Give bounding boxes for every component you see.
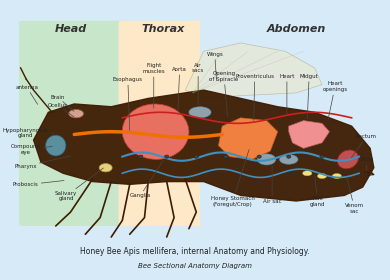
Text: antenna: antenna	[15, 85, 38, 104]
Text: Brain: Brain	[50, 95, 74, 111]
Ellipse shape	[69, 109, 83, 118]
Polygon shape	[289, 121, 330, 148]
Text: Heart: Heart	[279, 74, 294, 115]
Ellipse shape	[257, 155, 261, 158]
Ellipse shape	[332, 174, 342, 179]
Text: Midgut: Midgut	[300, 74, 319, 119]
Ellipse shape	[165, 155, 169, 158]
Polygon shape	[185, 43, 322, 98]
FancyBboxPatch shape	[19, 21, 126, 226]
Text: Honey Bee Apis mellifera, internal Anatomy and Physiology.: Honey Bee Apis mellifera, internal Anato…	[80, 248, 310, 256]
Ellipse shape	[138, 155, 143, 158]
Text: Compound
eye: Compound eye	[11, 144, 52, 155]
Polygon shape	[218, 118, 278, 159]
Ellipse shape	[337, 150, 358, 169]
Text: Air sac: Air sac	[263, 165, 282, 204]
Text: Proboscis: Proboscis	[12, 181, 64, 187]
Text: Aorta: Aorta	[172, 67, 187, 111]
Ellipse shape	[223, 155, 228, 158]
Ellipse shape	[280, 155, 298, 164]
Text: Ganglia: Ganglia	[129, 160, 163, 199]
Polygon shape	[34, 90, 374, 201]
Text: Head: Head	[55, 24, 87, 34]
Ellipse shape	[46, 135, 66, 156]
Text: Wax
gland: Wax gland	[310, 177, 325, 207]
Text: Ocellus: Ocellus	[48, 103, 74, 117]
Text: Pharynx: Pharynx	[14, 156, 71, 169]
Text: Venom
sac: Venom sac	[345, 177, 364, 214]
Ellipse shape	[99, 164, 112, 172]
Ellipse shape	[287, 155, 291, 158]
FancyBboxPatch shape	[119, 21, 207, 226]
FancyBboxPatch shape	[200, 21, 388, 226]
Text: Sting: Sting	[359, 157, 374, 171]
Text: Heart
openings: Heart openings	[323, 81, 347, 119]
Text: Flight
muscles: Flight muscles	[142, 63, 165, 108]
Ellipse shape	[303, 171, 312, 176]
Ellipse shape	[189, 107, 211, 118]
Text: Hypopharyngeal
gland: Hypopharyngeal gland	[3, 128, 54, 139]
Text: Esophagus: Esophagus	[113, 77, 143, 130]
Ellipse shape	[320, 155, 324, 158]
Text: Thorax: Thorax	[142, 24, 184, 34]
Text: Air
sacs: Air sacs	[192, 62, 204, 105]
Ellipse shape	[317, 174, 327, 179]
Text: Salivary
gland: Salivary gland	[55, 168, 103, 201]
Text: Wings: Wings	[206, 52, 223, 80]
Ellipse shape	[194, 155, 199, 158]
Text: Proventriculus: Proventriculus	[235, 74, 274, 121]
Text: Rectum: Rectum	[351, 134, 377, 158]
Text: Honey Stomach
(Foregut/Crop): Honey Stomach (Foregut/Crop)	[211, 150, 254, 207]
Text: Bee Sectional Anatomy Diagram: Bee Sectional Anatomy Diagram	[138, 263, 252, 269]
Ellipse shape	[122, 104, 189, 159]
Ellipse shape	[257, 154, 276, 165]
Text: Abdomen: Abdomen	[266, 24, 326, 34]
Text: Opening
of Spiracle: Opening of Spiracle	[209, 71, 239, 116]
